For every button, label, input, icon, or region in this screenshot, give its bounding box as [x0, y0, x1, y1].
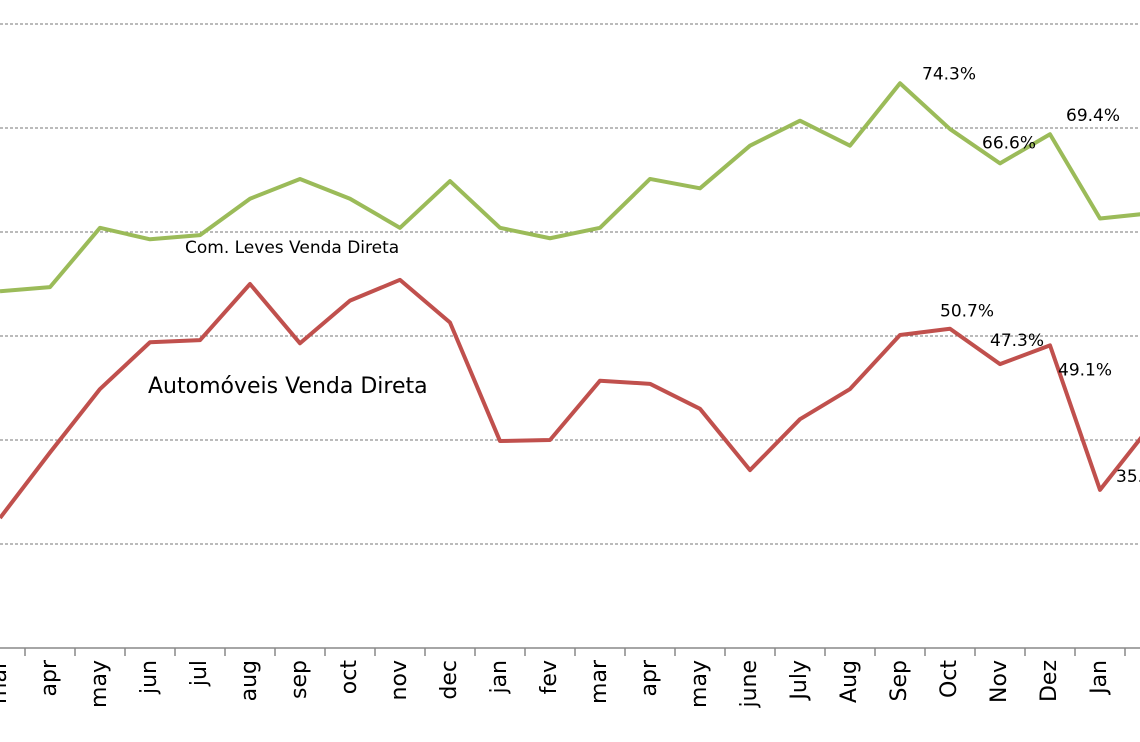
x-tick-label: Jan — [1087, 660, 1112, 696]
x-tick-label: jun — [137, 660, 162, 695]
x-tick-label: mar — [0, 659, 12, 704]
x-tick-label: jul — [187, 660, 212, 687]
x-tick-label: dec — [437, 660, 462, 700]
x-tick-label: Dez — [1037, 660, 1062, 702]
data-label: 74.3% — [922, 64, 976, 84]
data-label: 66.6% — [982, 133, 1036, 153]
x-tick-label: sep — [287, 660, 312, 699]
data-label: 49.1% — [1058, 360, 1112, 380]
x-tick-label: nov — [387, 660, 412, 700]
data-label: 69.4% — [1066, 106, 1120, 126]
data-label: 35.2% — [1116, 467, 1140, 487]
series-label: Com. Leves Venda Direta — [185, 238, 399, 258]
x-tick-label: fev — [537, 660, 562, 694]
x-tick-label: Oct — [937, 660, 962, 698]
series-line — [0, 81, 1140, 294]
series-label: Automóveis Venda Direta — [148, 374, 428, 399]
series-line — [0, 277, 1140, 520]
x-tick-label: jan — [487, 660, 512, 695]
x-tick-label: apr — [37, 659, 62, 696]
x-tick-label: may — [87, 660, 112, 708]
x-tick-label: mar — [587, 659, 612, 704]
x-tick-label: oct — [337, 660, 362, 695]
data-label: 47.3% — [990, 331, 1044, 351]
x-tick-label: june — [737, 660, 762, 709]
x-tick-label: apr — [637, 659, 662, 696]
x-tick-label: July — [787, 660, 812, 702]
x-tick-label: aug — [237, 660, 262, 701]
x-tick-label: may — [687, 660, 712, 708]
x-tick-label: Nov — [987, 660, 1012, 703]
data-label: 50.7% — [940, 302, 994, 322]
x-tick-label: Sep — [887, 660, 912, 701]
x-tick-label: Aug — [837, 660, 862, 703]
